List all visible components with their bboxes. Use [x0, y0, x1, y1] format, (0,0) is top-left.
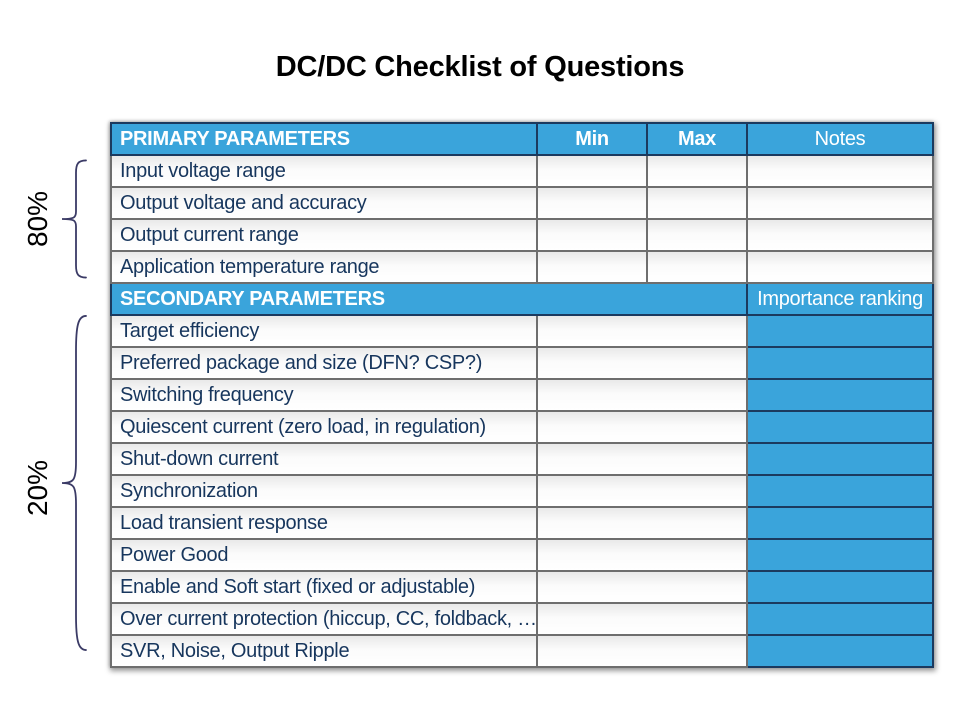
table-row: Preferred package and size (DFN? CSP?) [110, 346, 934, 380]
max-cell [646, 250, 748, 284]
table-row: Output current range [110, 218, 934, 252]
max-cell [646, 186, 748, 220]
table-row: Quiescent current (zero load, in regulat… [110, 410, 934, 444]
max-cell [646, 154, 748, 188]
param-label-cell: Input voltage range [110, 154, 538, 188]
value-cell [536, 570, 748, 604]
param-label-cell: Preferred package and size (DFN? CSP?) [110, 346, 538, 380]
secondary-header-title: SECONDARY PARAMETERS [110, 282, 748, 316]
importance-cell [746, 474, 934, 508]
param-label-cell: Target efficiency [110, 314, 538, 348]
param-label-cell: SVR, Noise, Output Ripple [110, 634, 538, 668]
importance-cell [746, 602, 934, 636]
param-label-cell: Power Good [110, 538, 538, 572]
secondary-share-label: 20% [22, 459, 53, 517]
min-column-header: Min [536, 122, 648, 156]
primary-share-label: 80% [22, 190, 53, 248]
primary-header-title: PRIMARY PARAMETERS [110, 122, 538, 156]
param-label-cell: Output voltage and accuracy [110, 186, 538, 220]
min-cell [536, 154, 648, 188]
table-row: Enable and Soft start (fixed or adjustab… [110, 570, 934, 604]
secondary-brace-icon [58, 309, 88, 657]
importance-column-header: Importance ranking [746, 282, 934, 316]
table-row: Synchronization [110, 474, 934, 508]
param-label-cell: Quiescent current (zero load, in regulat… [110, 410, 538, 444]
secondary-header-row: SECONDARY PARAMETERS Importance ranking [110, 282, 934, 316]
notes-cell [746, 218, 934, 252]
table-row: Application temperature range [110, 250, 934, 284]
importance-cell [746, 570, 934, 604]
notes-cell [746, 186, 934, 220]
primary-brace-icon [58, 158, 88, 280]
value-cell [536, 346, 748, 380]
table-row: SVR, Noise, Output Ripple [110, 634, 934, 668]
min-cell [536, 250, 648, 284]
value-cell [536, 378, 748, 412]
checklist-table: PRIMARY PARAMETERS Min Max Notes Input v… [110, 122, 934, 668]
value-cell [536, 602, 748, 636]
min-cell [536, 186, 648, 220]
table-row: Target efficiency [110, 314, 934, 348]
importance-cell [746, 378, 934, 412]
table-row: Input voltage range [110, 154, 934, 188]
max-cell [646, 218, 748, 252]
value-cell [536, 634, 748, 668]
page-title: DC/DC Checklist of Questions [275, 51, 685, 83]
param-label-cell: Over current protection (hiccup, CC, fol… [110, 602, 538, 636]
max-column-header: Max [646, 122, 748, 156]
param-label-cell: Output current range [110, 218, 538, 252]
notes-cell [746, 154, 934, 188]
param-label-cell: Synchronization [110, 474, 538, 508]
value-cell [536, 506, 748, 540]
table-row: Switching frequency [110, 378, 934, 412]
importance-cell [746, 506, 934, 540]
table-row: Shut-down current [110, 442, 934, 476]
table-row: Power Good [110, 538, 934, 572]
importance-cell [746, 442, 934, 476]
importance-cell [746, 314, 934, 348]
notes-cell [746, 250, 934, 284]
table-row: Output voltage and accuracy [110, 186, 934, 220]
param-label-cell: Switching frequency [110, 378, 538, 412]
value-cell [536, 314, 748, 348]
notes-column-header: Notes [746, 122, 934, 156]
param-label-cell: Shut-down current [110, 442, 538, 476]
value-cell [536, 442, 748, 476]
importance-cell [746, 538, 934, 572]
min-cell [536, 218, 648, 252]
value-cell [536, 538, 748, 572]
primary-header-row: PRIMARY PARAMETERS Min Max Notes [110, 122, 934, 156]
param-label-cell: Enable and Soft start (fixed or adjustab… [110, 570, 538, 604]
value-cell [536, 474, 748, 508]
value-cell [536, 410, 748, 444]
table-row: Load transient response [110, 506, 934, 540]
importance-cell [746, 410, 934, 444]
param-label-cell: Application temperature range [110, 250, 538, 284]
importance-cell [746, 634, 934, 668]
param-label-cell: Load transient response [110, 506, 538, 540]
importance-cell [746, 346, 934, 380]
table-row: Over current protection (hiccup, CC, fol… [110, 602, 934, 636]
